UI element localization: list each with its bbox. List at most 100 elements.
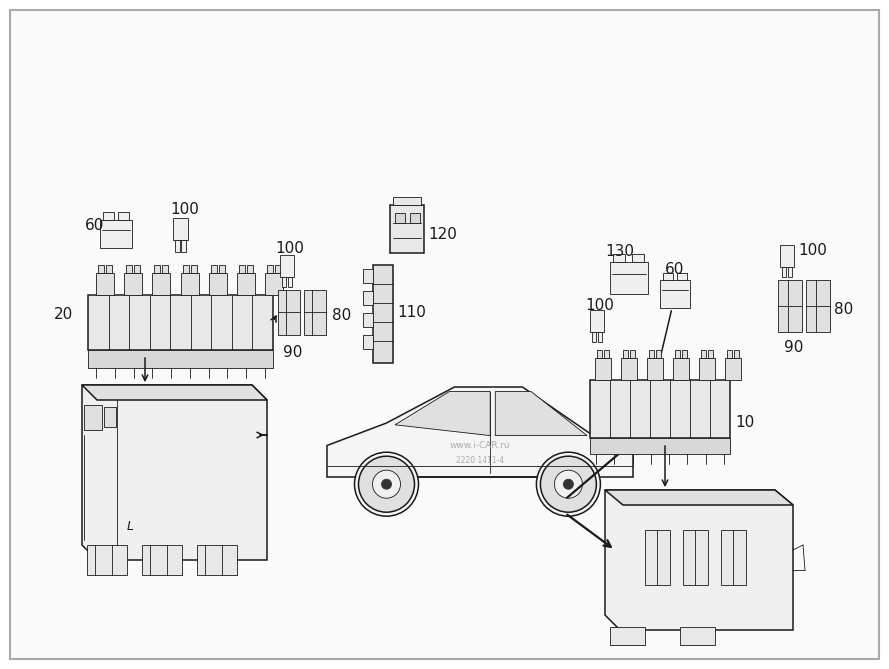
Bar [267, 265, 273, 273]
Text: www.i-CAR.ru: www.i-CAR.ru [450, 441, 510, 450]
Text: 60: 60 [665, 262, 685, 277]
Bar [663, 273, 673, 280]
Bar [595, 358, 611, 380]
Bar [126, 265, 132, 273]
Bar [683, 530, 708, 585]
Bar [610, 627, 645, 645]
Circle shape [555, 470, 582, 498]
Polygon shape [82, 385, 267, 560]
Polygon shape [82, 385, 267, 400]
Text: 100: 100 [585, 298, 614, 313]
Text: 110: 110 [397, 305, 426, 320]
Bar [393, 197, 421, 205]
Bar [282, 277, 286, 287]
Bar [236, 273, 255, 295]
Bar [96, 273, 114, 295]
Bar [604, 350, 609, 358]
Text: 10: 10 [735, 415, 754, 430]
Bar [632, 254, 644, 262]
Bar [98, 265, 104, 273]
Bar [304, 290, 326, 335]
Bar [209, 273, 227, 295]
Bar [124, 273, 142, 295]
Bar [288, 277, 292, 287]
Circle shape [381, 479, 391, 489]
Bar [163, 265, 168, 273]
Bar [682, 350, 687, 358]
Polygon shape [327, 387, 633, 477]
Bar [590, 438, 730, 454]
Bar [118, 212, 129, 220]
Bar [677, 273, 687, 280]
Text: L: L [127, 520, 134, 533]
Bar [155, 265, 160, 273]
Bar [699, 358, 715, 380]
Bar [373, 265, 393, 363]
Bar [590, 310, 604, 332]
Bar [363, 313, 373, 327]
Bar [649, 350, 654, 358]
Text: 2220 1411-4: 2220 1411-4 [456, 456, 504, 466]
Bar [152, 273, 171, 295]
Bar [701, 350, 706, 358]
Bar [211, 265, 217, 273]
Bar [727, 350, 732, 358]
Bar [84, 405, 102, 430]
Bar [265, 273, 283, 295]
Bar [395, 213, 405, 223]
Bar [100, 220, 132, 248]
Bar [734, 350, 739, 358]
Text: 90: 90 [283, 345, 302, 360]
Polygon shape [605, 490, 793, 630]
Bar [88, 350, 273, 368]
Bar [778, 280, 802, 332]
Bar [88, 295, 273, 350]
Polygon shape [395, 391, 490, 436]
Bar [87, 545, 127, 575]
Bar [610, 262, 648, 294]
Bar [780, 245, 794, 267]
Bar [708, 350, 713, 358]
Text: 100: 100 [275, 241, 304, 256]
Bar [363, 335, 373, 349]
Bar [680, 627, 715, 645]
Bar [621, 358, 637, 380]
Text: 90: 90 [784, 340, 804, 355]
Bar [247, 265, 252, 273]
Bar [363, 291, 373, 305]
Circle shape [564, 479, 573, 489]
Polygon shape [495, 391, 587, 436]
Text: 100: 100 [170, 202, 199, 217]
Bar [239, 265, 244, 273]
Bar [197, 545, 237, 575]
Circle shape [355, 452, 419, 516]
Bar [592, 332, 596, 342]
Circle shape [372, 470, 401, 498]
Text: 80: 80 [332, 308, 351, 323]
Bar [630, 350, 635, 358]
Bar [623, 350, 628, 358]
Bar [788, 267, 792, 277]
Bar [645, 530, 670, 585]
Bar [721, 530, 746, 585]
Polygon shape [605, 490, 793, 505]
Text: 80: 80 [834, 302, 853, 317]
Bar [280, 255, 294, 277]
Bar [598, 332, 602, 342]
Bar [590, 380, 730, 438]
Bar [675, 350, 680, 358]
Bar [181, 240, 186, 252]
Bar [390, 205, 424, 253]
Bar [103, 212, 114, 220]
Circle shape [541, 456, 597, 512]
Bar [219, 265, 225, 273]
Bar [647, 358, 663, 380]
Bar [182, 265, 188, 273]
Bar [806, 280, 830, 332]
Bar [782, 267, 786, 277]
Bar [275, 265, 281, 273]
Text: 130: 130 [605, 244, 634, 259]
Bar [278, 290, 300, 335]
Text: 20: 20 [53, 307, 73, 322]
Text: 100: 100 [798, 243, 827, 258]
